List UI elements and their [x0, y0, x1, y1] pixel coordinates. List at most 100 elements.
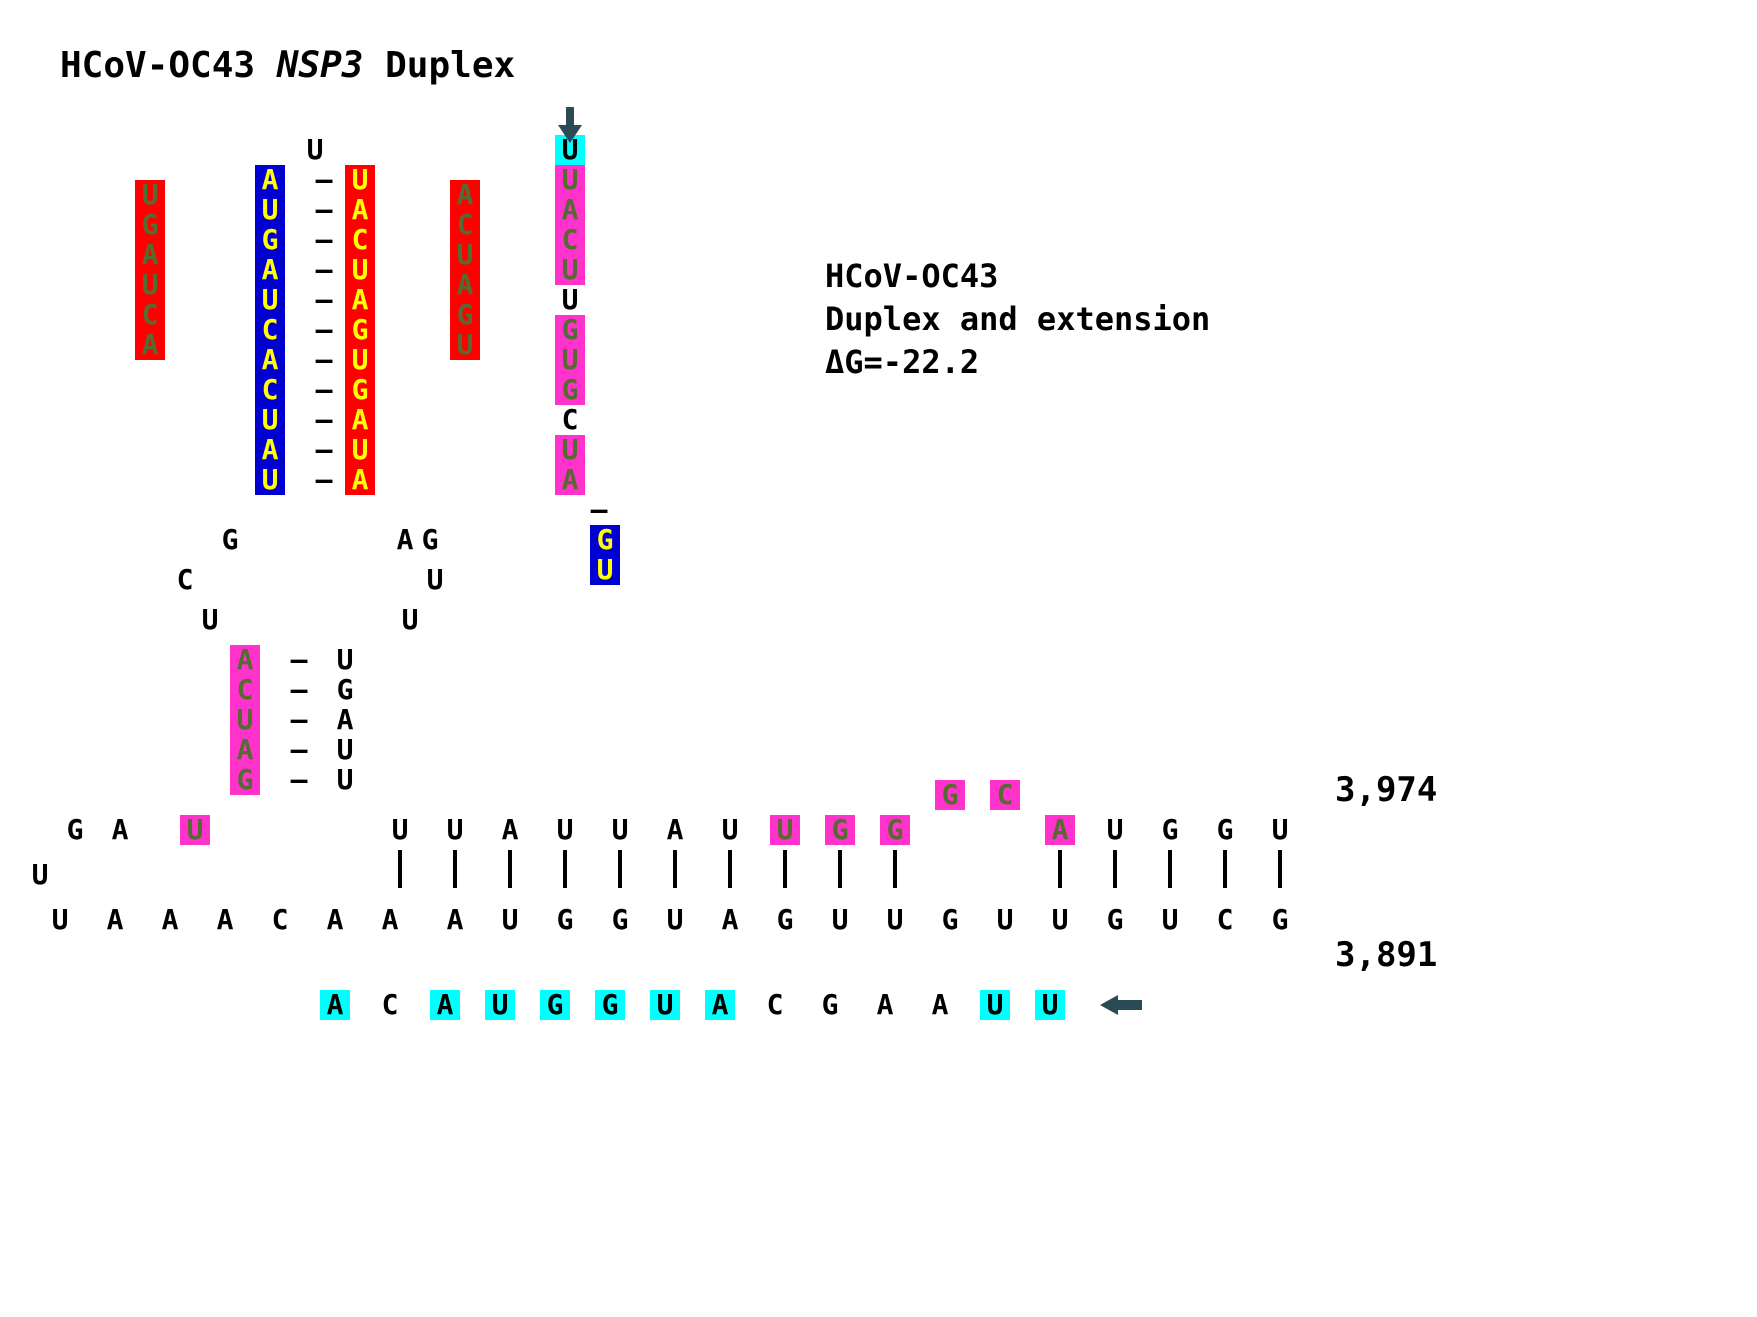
- stem-right-nt: C: [345, 225, 375, 255]
- mag-col-nt: U: [555, 285, 585, 315]
- cyan-row-nt: U: [1035, 990, 1065, 1020]
- bot-leadin-nt: A: [155, 905, 185, 935]
- duplex-top-nt: G: [825, 815, 855, 845]
- stem-left-nt: U: [255, 195, 285, 225]
- pair-bar: [398, 850, 402, 888]
- bot-leadin-nt: U: [45, 905, 75, 935]
- duplex-bot-nt: G: [550, 905, 580, 935]
- pair-dash: –: [315, 315, 333, 345]
- stem-right-nt: A: [345, 405, 375, 435]
- cyan-row-nt: C: [375, 990, 405, 1020]
- pos-3891: 3,891: [1335, 935, 1437, 975]
- duplex-top-nt: U: [715, 815, 745, 845]
- lower-left-nt: A: [230, 645, 260, 675]
- dogleg-u-left: U: [195, 605, 225, 635]
- mag-col-nt: C: [555, 225, 585, 255]
- title-b: NSP3: [277, 45, 364, 86]
- pair-dash: –: [315, 165, 333, 195]
- dogleg-g-right: G: [415, 525, 445, 555]
- dogleg-u1-right: U: [420, 565, 450, 595]
- stem-left-nt: A: [255, 345, 285, 375]
- duplex-top-nt: U: [605, 815, 635, 845]
- duplex-top-nt: U: [770, 815, 800, 845]
- pair-dash: –: [315, 465, 333, 495]
- pair-dash: –: [290, 705, 308, 735]
- stem-left-nt: G: [255, 225, 285, 255]
- duplex-bot-nt: A: [715, 905, 745, 935]
- pair-dash: –: [315, 255, 333, 285]
- duplex-top-nt: G: [1155, 815, 1185, 845]
- stem-right-nt: A: [345, 285, 375, 315]
- cyan-row-nt: U: [980, 990, 1010, 1020]
- bot-leadin-nt: A: [210, 905, 240, 935]
- lower-left-nt: A: [230, 735, 260, 765]
- title-a: HCoV-OC43: [60, 45, 277, 86]
- mag-col-nt: U: [555, 165, 585, 195]
- pair-dash: –: [315, 375, 333, 405]
- title-c: Duplex: [363, 45, 515, 86]
- red-left-nt: C: [135, 300, 165, 330]
- pair-bar: [453, 850, 457, 888]
- lower-right-nt: U: [330, 765, 360, 795]
- mag-col-nt: U: [555, 435, 585, 465]
- pair-bar: [563, 850, 567, 888]
- stem-right-nt: G: [345, 315, 375, 345]
- pair-bar: [618, 850, 622, 888]
- pair-bar: [728, 850, 732, 888]
- five-prime-diag: U: [180, 815, 210, 845]
- duplex-bot-nt: G: [605, 905, 635, 935]
- duplex-bot-nt: U: [660, 905, 690, 935]
- diagram-title: HCoV-OC43 NSP3 Duplex: [60, 45, 515, 86]
- red-left-nt: A: [135, 240, 165, 270]
- pair-dash: –: [315, 435, 333, 465]
- pos-3974: 3,974: [1335, 770, 1437, 810]
- duplex-bot-nt: C: [1210, 905, 1240, 935]
- pair-bar: [838, 850, 842, 888]
- pair-dash: –: [590, 495, 608, 525]
- duplex-top-nt: A: [495, 815, 525, 845]
- cyan-row-nt: U: [485, 990, 515, 1020]
- arrow-down-icon: [558, 125, 582, 143]
- lower-right-nt: G: [330, 675, 360, 705]
- loop-u: U: [300, 135, 330, 165]
- red-left-nt: A: [135, 330, 165, 360]
- duplex-top-nt: U: [550, 815, 580, 845]
- duplex-bot-nt: U: [880, 905, 910, 935]
- mag-tail-u: U: [590, 555, 620, 585]
- cyan-row-nt: A: [870, 990, 900, 1020]
- duplex-top-nt: U: [385, 815, 415, 845]
- mag-col-nt: A: [555, 465, 585, 495]
- pair-dash: –: [315, 225, 333, 255]
- stem-right-nt: U: [345, 255, 375, 285]
- red-right-nt: U: [450, 330, 480, 360]
- duplex-top-nt: A: [660, 815, 690, 845]
- pair-dash: –: [290, 765, 308, 795]
- arrow-left-icon: [1100, 995, 1118, 1015]
- duplex-bot-nt: G: [770, 905, 800, 935]
- stem-right-nt: U: [345, 435, 375, 465]
- duplex-top-nt: U: [440, 815, 470, 845]
- mag-col-nt: U: [555, 255, 585, 285]
- duplex-top-nt: U: [1100, 815, 1130, 845]
- pair-bar: [1113, 850, 1117, 888]
- diagram-canvas: HCoV-OC43 NSP3 DuplexHCoV-OC43Duplex and…: [0, 0, 1757, 1317]
- duplex-bulge-nt: G: [935, 780, 965, 810]
- cyan-row-nt: A: [925, 990, 955, 1020]
- dogleg-g-left: G: [215, 525, 245, 555]
- lower-right-nt: A: [330, 705, 360, 735]
- duplex-top-nt: G: [1210, 815, 1240, 845]
- five-prime-diag: G: [60, 815, 90, 845]
- duplex-top-nt: U: [1265, 815, 1295, 845]
- pair-dash: –: [290, 675, 308, 705]
- stem-right-nt: U: [345, 165, 375, 195]
- duplex-bot-nt: U: [825, 905, 855, 935]
- bot-leadin-nt: C: [265, 905, 295, 935]
- red-right-nt: A: [450, 270, 480, 300]
- cyan-row-nt: C: [760, 990, 790, 1020]
- stem-left-nt: A: [255, 255, 285, 285]
- pair-dash: –: [290, 735, 308, 765]
- stem-left-nt: U: [255, 465, 285, 495]
- red-left-nt: G: [135, 210, 165, 240]
- red-right-nt: U: [450, 240, 480, 270]
- duplex-bot-nt: U: [990, 905, 1020, 935]
